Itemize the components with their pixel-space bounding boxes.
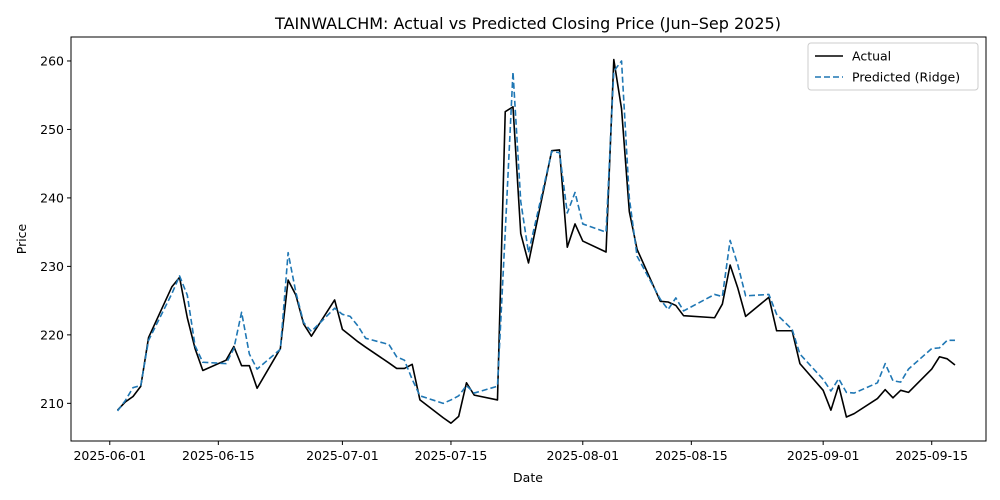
y-axis: 210 220 230 240 250 260	[40, 53, 71, 411]
x-tick-label: 2025-06-01	[73, 448, 146, 463]
x-tick-label: 2025-08-01	[546, 448, 619, 463]
x-tick-label: 2025-06-15	[182, 448, 255, 463]
series-line-predicted	[116, 60, 955, 412]
x-axis-label: Date	[513, 470, 543, 485]
y-tick-label: 260	[40, 53, 64, 68]
x-axis: 2025-06-01 2025-06-15 2025-07-01 2025-07-15…	[73, 441, 968, 463]
chart-title: TAINWALCHM: Actual vs Predicted Closing …	[274, 14, 781, 33]
x-tick-label: 2025-07-15	[415, 448, 488, 463]
y-axis-label: Price	[14, 223, 29, 254]
series-line-actual	[116, 58, 956, 425]
legend: Actual Predicted (Ridge)	[807, 42, 979, 91]
x-tick-label: 2025-08-15	[655, 448, 728, 463]
legend-label: Actual	[852, 49, 891, 64]
series-layer	[116, 58, 956, 425]
legend-label: Predicted (Ridge)	[852, 70, 960, 85]
y-tick-label: 210	[40, 396, 64, 411]
y-tick-label: 220	[40, 327, 64, 342]
plot-frame	[70, 36, 987, 442]
y-tick-label: 230	[40, 259, 64, 274]
legend-box	[807, 42, 979, 91]
y-tick-label: 250	[40, 122, 64, 137]
plot-area	[71, 37, 986, 441]
x-tick-label: 2025-09-01	[787, 448, 860, 463]
y-tick-label: 240	[40, 190, 64, 205]
x-tick-label: 2025-09-15	[895, 448, 968, 463]
x-tick-label: 2025-07-01	[306, 448, 379, 463]
